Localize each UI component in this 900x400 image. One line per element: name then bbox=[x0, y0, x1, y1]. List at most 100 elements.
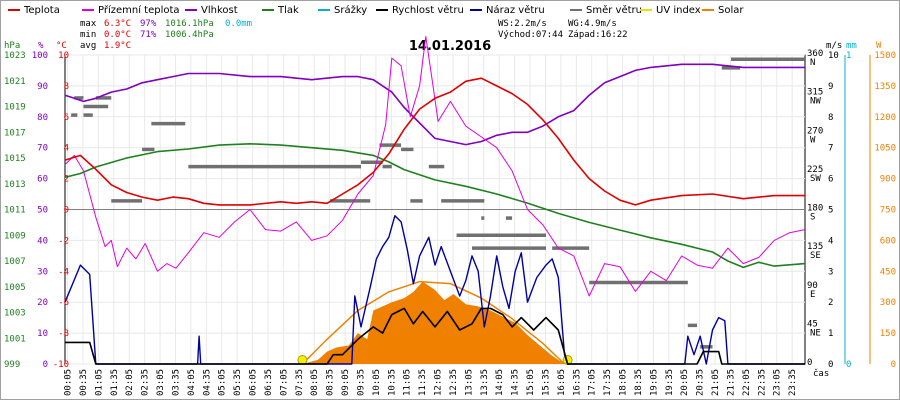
temperature-tick-2: 6 bbox=[64, 113, 69, 123]
direction-name-4: S bbox=[810, 213, 815, 223]
wind-tick-0: 10 bbox=[828, 51, 839, 61]
humidity-tick-3: 70 bbox=[37, 144, 48, 154]
x-tick-2: 01:05 bbox=[94, 369, 104, 396]
x-tick-44: 22:05 bbox=[742, 369, 752, 396]
pressure-tick-7: 1009 bbox=[4, 231, 26, 241]
wind-tick-5: 5 bbox=[828, 206, 833, 216]
x-tick-32: 16:05 bbox=[557, 369, 567, 396]
x-axis-label: čas bbox=[813, 368, 829, 379]
x-tick-15: 07:35 bbox=[295, 369, 305, 396]
direction-deg-1: 315 bbox=[807, 88, 823, 98]
solar-tick-9: 150 bbox=[880, 329, 896, 339]
x-tick-11: 05:35 bbox=[233, 369, 243, 396]
stat-min-press: 1006.4hPa bbox=[165, 30, 214, 40]
humidity-tick-8: 20 bbox=[37, 298, 48, 308]
direction-deg-5: 135 bbox=[807, 242, 823, 252]
direction-name-0: N bbox=[810, 58, 815, 68]
wind-tick-7: 3 bbox=[828, 267, 833, 277]
solar-tick-2: 1200 bbox=[874, 113, 896, 123]
humidity-tick-1: 90 bbox=[37, 82, 48, 92]
pressure-tick-4: 1015 bbox=[4, 154, 26, 164]
stat-min-hum: 71% bbox=[140, 30, 157, 40]
direction-name-3: SW bbox=[810, 174, 821, 184]
x-tick-1: 00:35 bbox=[79, 369, 89, 396]
direction-deg-3: 225 bbox=[807, 165, 823, 175]
temperature-tick-1: 8 bbox=[64, 82, 69, 92]
x-tick-9: 04:35 bbox=[202, 369, 212, 396]
humidity-line bbox=[64, 63, 805, 146]
legend-label-8: UV index bbox=[656, 5, 701, 16]
legend-label-6: Náraz větru bbox=[486, 4, 545, 16]
stats-block: max 6.3°C 97% 1016.1hPa 0.0mm min 0.0°C 71% 1006… bbox=[80, 19, 628, 51]
pressure-tick-2: 1019 bbox=[4, 103, 26, 113]
wind-gust-line bbox=[64, 214, 805, 365]
humidity-tick-0: 100 bbox=[32, 51, 48, 61]
x-tick-5: 02:35 bbox=[141, 369, 151, 396]
x-tick-35: 17:35 bbox=[603, 369, 613, 396]
temperature-line bbox=[64, 77, 805, 206]
direction-deg-8: 0 bbox=[807, 358, 812, 368]
legend-label-0: Teplota bbox=[23, 5, 60, 16]
legend-label-4: Srážky bbox=[334, 4, 367, 16]
temperature-tick-10: -10 bbox=[53, 360, 69, 370]
direction-deg-2: 270 bbox=[807, 126, 823, 136]
solar-fill bbox=[302, 281, 565, 364]
x-tick-20: 10:05 bbox=[372, 369, 382, 396]
temperature-tick-3: 4 bbox=[64, 144, 69, 154]
solar-max-line bbox=[301, 280, 566, 365]
humidity-tick-2: 80 bbox=[37, 113, 48, 123]
solar-tick-1: 1350 bbox=[874, 82, 896, 92]
wind-tick-6: 4 bbox=[828, 236, 833, 246]
solar-tick-7: 450 bbox=[880, 267, 896, 277]
humidity-unit: % bbox=[38, 41, 44, 51]
direction-deg-0: 360 bbox=[807, 49, 823, 59]
info-sunrise: Východ:07:44 bbox=[498, 30, 563, 40]
solar-tick-8: 300 bbox=[880, 298, 896, 308]
direction-deg-7: 45 bbox=[807, 319, 818, 329]
x-tick-14: 07:05 bbox=[279, 369, 289, 396]
wind-tick-4: 6 bbox=[828, 175, 833, 185]
direction-name-5: SE bbox=[810, 251, 821, 261]
x-tick-45: 22:35 bbox=[757, 369, 767, 396]
direction-name-2: W bbox=[810, 135, 816, 145]
pressure-tick-11: 1001 bbox=[4, 334, 26, 344]
x-tick-34: 17:05 bbox=[588, 369, 598, 396]
solar-tick-4: 900 bbox=[880, 175, 896, 185]
x-tick-26: 13:05 bbox=[464, 369, 474, 396]
humidity-tick-5: 50 bbox=[37, 206, 48, 216]
pressure-tick-3: 1017 bbox=[4, 128, 26, 138]
stat-max-rain: 0.0mm bbox=[225, 19, 252, 29]
legend-label-7: Směr větru bbox=[586, 4, 642, 16]
info-wg: WG:4.9m/s bbox=[568, 19, 617, 29]
direction-deg-6: 90 bbox=[807, 281, 818, 291]
temperature-tick-7: -4 bbox=[58, 267, 69, 277]
temperature-tick-8: -6 bbox=[58, 298, 69, 308]
wind-tick-8: 2 bbox=[828, 298, 833, 308]
rain-unit: mm bbox=[846, 41, 857, 51]
x-tick-33: 16:35 bbox=[572, 369, 582, 396]
pressure-tick-8: 1007 bbox=[4, 257, 26, 267]
x-tick-4: 02:05 bbox=[125, 369, 135, 396]
grid bbox=[64, 54, 806, 365]
stat-min-label: min bbox=[80, 30, 96, 40]
x-tick-23: 11:35 bbox=[418, 369, 428, 396]
pressure-line bbox=[64, 143, 806, 269]
stat-avg-label: avg bbox=[80, 41, 96, 51]
x-tick-27: 13:35 bbox=[480, 369, 490, 396]
temperature-tick-0: 10 bbox=[58, 51, 69, 61]
stat-min-temp: 0.0°C bbox=[104, 30, 131, 40]
temperature-tick-9: -8 bbox=[58, 329, 69, 339]
solar-tick-3: 1050 bbox=[874, 144, 896, 154]
temperature-unit: °C bbox=[56, 41, 67, 51]
info-sunset: Západ:16:22 bbox=[568, 30, 628, 40]
legend-label-5: Rychlost větru bbox=[392, 4, 464, 16]
x-tick-43: 21:35 bbox=[726, 369, 736, 396]
stat-max-press: 1016.1hPa bbox=[165, 19, 214, 29]
uv-marker-0 bbox=[297, 355, 308, 365]
x-tick-6: 03:05 bbox=[156, 369, 166, 396]
pressure-tick-9: 1005 bbox=[4, 283, 26, 293]
temperature-tick-4: 2 bbox=[64, 175, 69, 185]
legend-label-1: Přízemní teplota bbox=[98, 4, 180, 16]
